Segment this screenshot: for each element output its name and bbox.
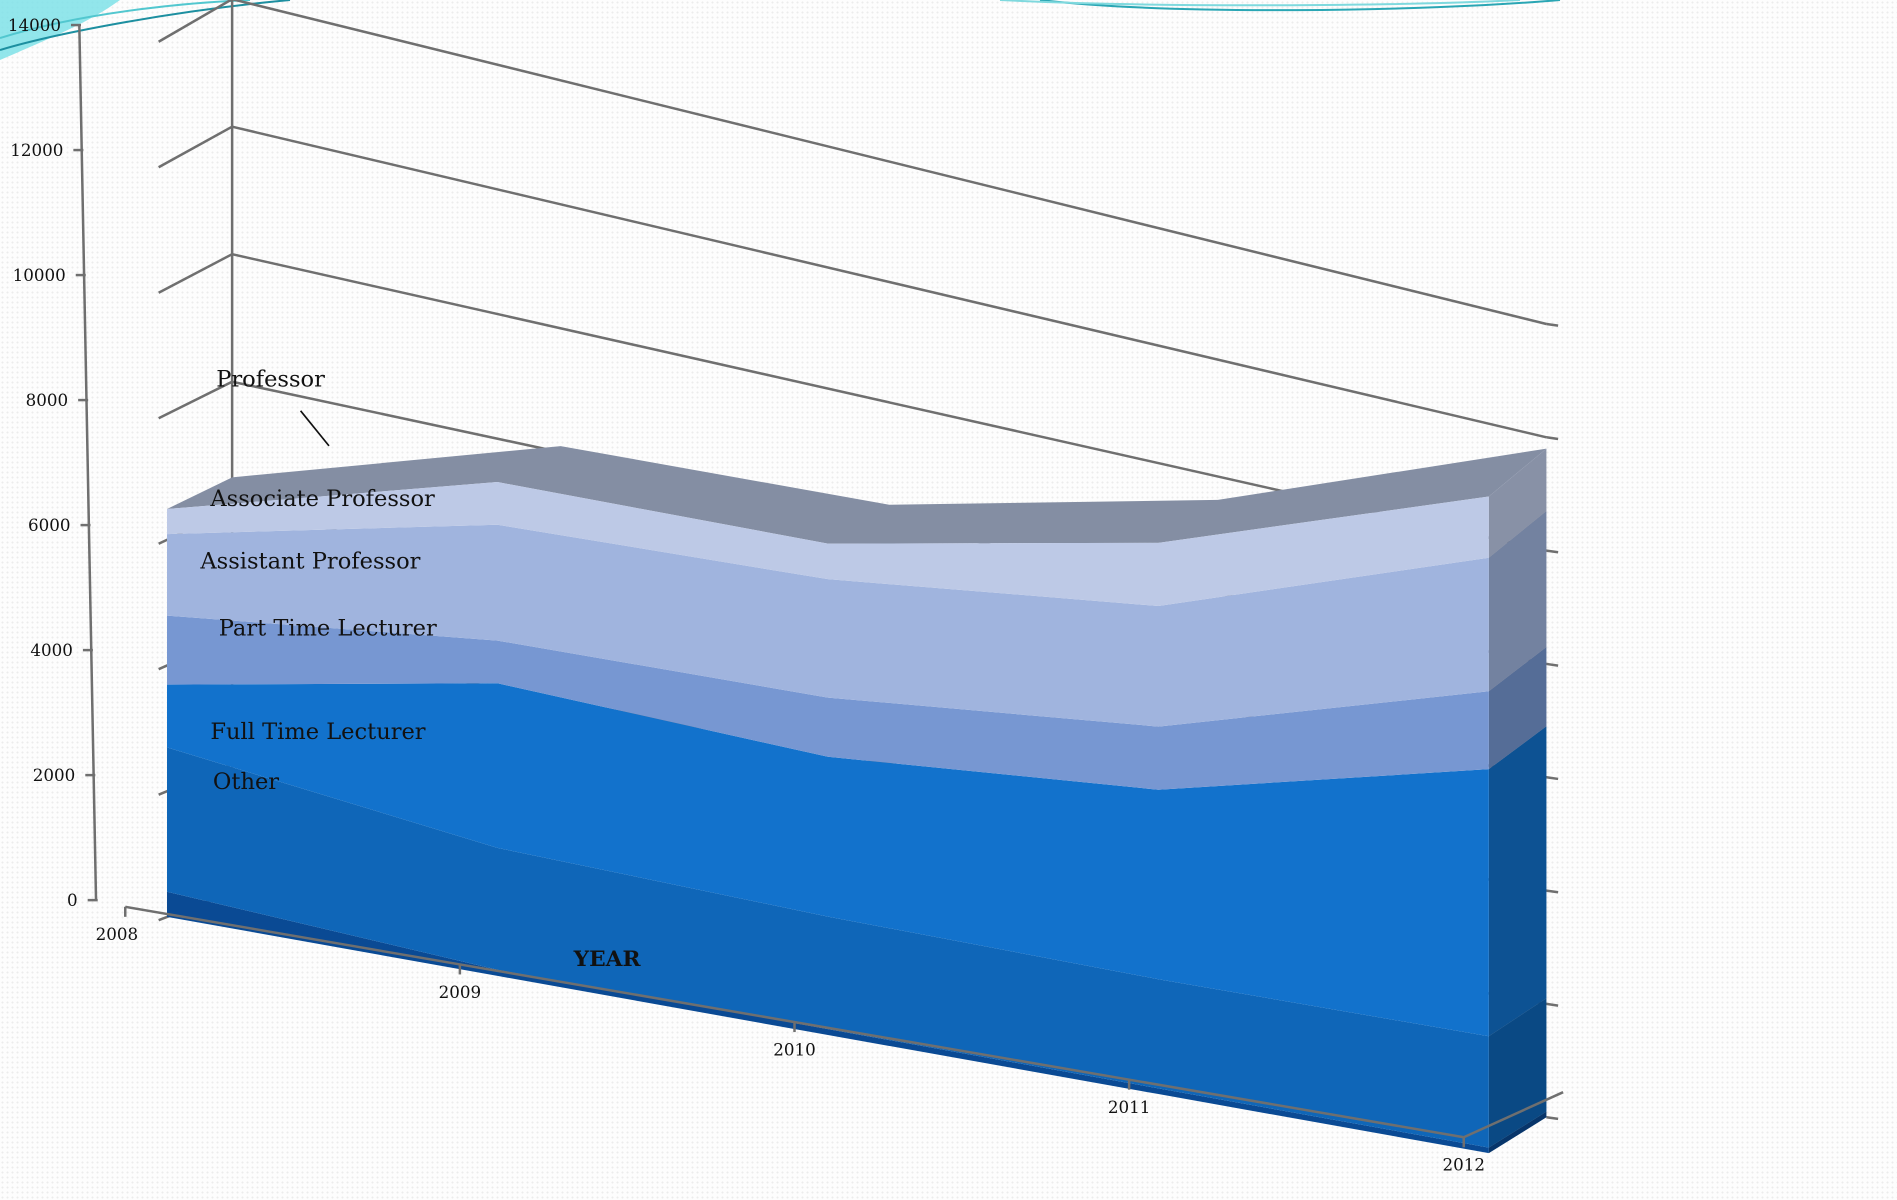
area-side-assistant-professor (1488, 646, 1547, 770)
x-tick-label-2008: 2008 (96, 924, 138, 944)
area-assistant-professor (167, 615, 1489, 790)
series-labels: Other Full Time Lecturer Part Time Lecture… (199, 367, 437, 795)
area-side-shade (1488, 448, 1547, 1154)
y-tick-label-0: 0 (67, 890, 78, 910)
y-tick-label-14000: 14000 (8, 15, 61, 35)
side-gridline-14000 (158, 0, 233, 43)
right-tick-4000 (1546, 889, 1559, 894)
professor-leader-line (299, 410, 330, 447)
side-gridline-12000 (158, 125, 233, 169)
gridline-14000 (231, 0, 1547, 326)
series-areas (167, 446, 1547, 1154)
area-side-professor (1488, 448, 1547, 558)
corner-decoration (0, 0, 1561, 60)
side-gridline-10000 (158, 253, 233, 294)
y-tick-label-10000: 10000 (13, 265, 66, 285)
series-label-full-time-lecturer: Full Time Lecturer (210, 719, 425, 745)
area-side-associate-professor (1488, 510, 1547, 692)
area-professor (167, 482, 1489, 606)
x-tick-label-2011: 2011 (1108, 1097, 1150, 1117)
y-axis-line (78, 25, 98, 901)
area-side-part-time-lecturer (1488, 726, 1547, 1037)
area-side-other (1488, 1111, 1547, 1154)
series-label-assistant-professor: Assistant Professor (199, 549, 420, 575)
axes: 0 2000 4000 6000 8000 10000 12000 14000 2008 2009… (8, 15, 1564, 1175)
series-label-professor: Professor (216, 367, 325, 393)
x-axis-depth-line (1463, 1091, 1564, 1139)
y-tick-label-12000: 12000 (10, 140, 63, 160)
right-tick-6000 (1546, 776, 1559, 781)
series-label-part-time-lecturer: Part Time Lecturer (219, 615, 437, 641)
area-side-full-time-lecturer (1488, 998, 1547, 1148)
series-label-other: Other (213, 769, 279, 795)
right-tick-0 (1546, 1115, 1559, 1121)
y-tick-label-4000: 4000 (30, 640, 72, 660)
x-tick-label-2009: 2009 (439, 982, 481, 1002)
y-tick-label-6000: 6000 (28, 515, 70, 535)
x-axis-title: YEAR (573, 947, 642, 972)
x-tick-label-2012: 2012 (1443, 1155, 1485, 1175)
right-tick-2000 (1546, 1002, 1559, 1007)
area-associate-professor (167, 524, 1489, 727)
area-part-time-lecturer (167, 683, 1489, 1037)
side-gridline-8000 (158, 380, 233, 420)
y-tick-label-8000: 8000 (26, 390, 68, 410)
series-label-associate-professor: Associate Professor (209, 486, 435, 512)
area-full-time-lecturer (167, 747, 1489, 1148)
right-tick-14000 (1546, 322, 1559, 327)
right-tick-10000 (1546, 549, 1559, 554)
area-top-edge (167, 446, 1547, 544)
area-other (167, 891, 1489, 1154)
right-tick-8000 (1546, 662, 1559, 667)
right-tick-12000 (1546, 436, 1559, 441)
x-tick-label-2010: 2010 (773, 1039, 815, 1059)
y-tick-label-2000: 2000 (33, 765, 75, 785)
gridline-12000 (231, 125, 1547, 439)
